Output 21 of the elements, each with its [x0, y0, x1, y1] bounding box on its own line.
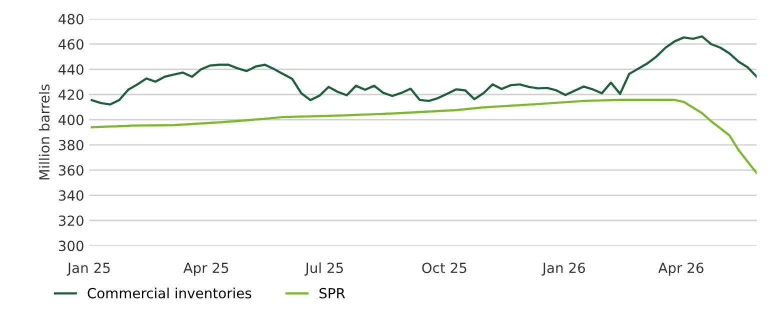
line-series [90, 98, 757, 174]
y-tick-label: 400 [58, 114, 84, 126]
y-tick-label: 420 [58, 89, 84, 100]
y-tick-label: 480 [58, 14, 84, 24]
legend-label: SPR [320, 288, 346, 298]
legend-label: Commercial inventories [88, 288, 252, 298]
y-tick-label: 320 [58, 215, 84, 226]
x-tick-label: Apr 25 [183, 262, 228, 276]
x-tick-label: Jan 26 [542, 262, 585, 276]
y-axis-title: Million barrels [38, 84, 50, 180]
y-tick-label: 440 [58, 64, 84, 75]
x-tick-label: Jul 25 [304, 262, 343, 276]
line-series [90, 35, 757, 106]
y-tick-label: 460 [58, 39, 84, 50]
x-tick-label: Apr 26 [658, 262, 704, 276]
x-tick-label: Oct 25 [422, 262, 466, 274]
x-tick-label: Jan 25 [66, 262, 110, 276]
y-tick-label: 360 [58, 165, 84, 176]
y-tick-label: 340 [58, 190, 84, 201]
y-tick-label: 300 [58, 240, 84, 252]
y-tick-label: 380 [58, 140, 84, 150]
